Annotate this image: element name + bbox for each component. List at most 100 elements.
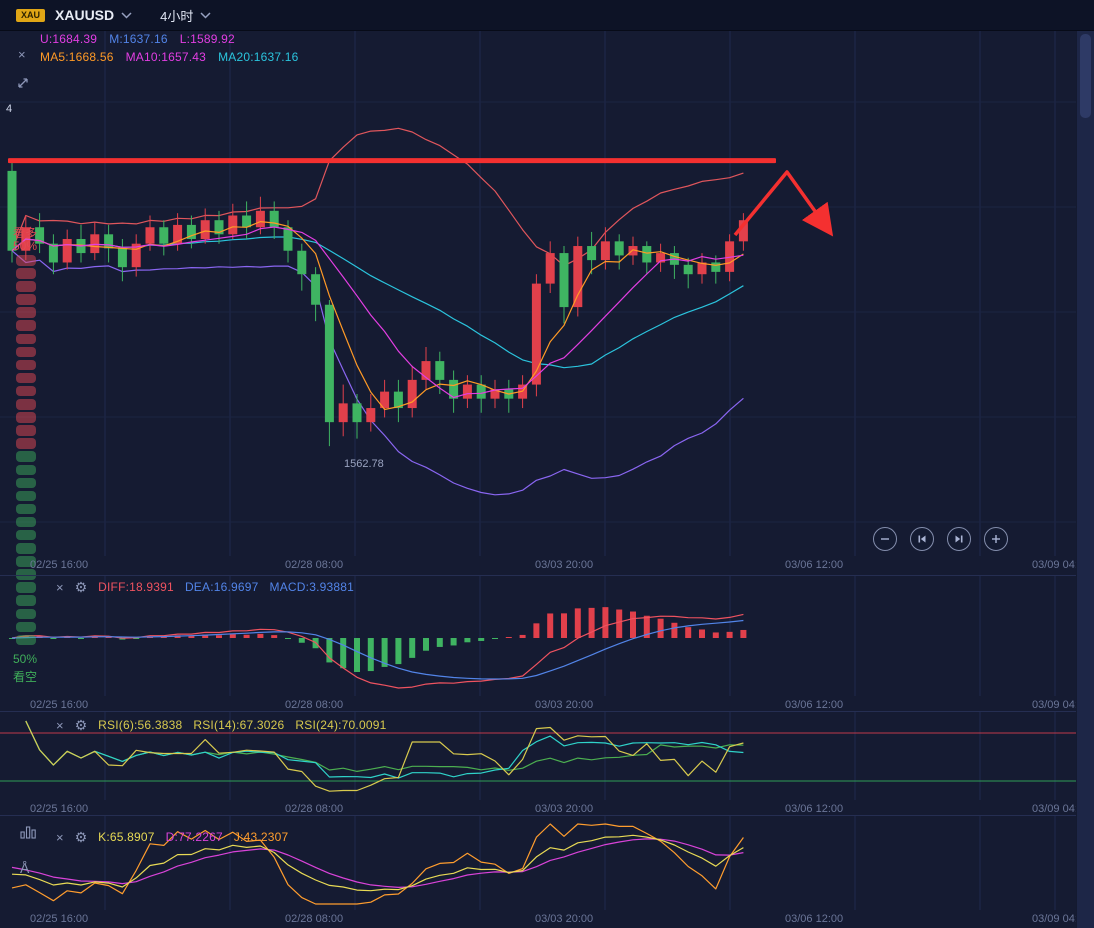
close-icon[interactable]: × [18,47,26,62]
macd-hist-value: MACD:3.93881 [269,580,354,594]
time-axis-macd: 02/25 16:00 02/28 08:00 03/03 20:00 03/06 1… [0,696,1094,712]
rsi-canvas[interactable] [0,712,1076,800]
gauge-bear-segment [16,503,36,515]
gear-icon[interactable]: ⚙ [74,579,88,595]
seek-start-button[interactable] [910,527,934,551]
sentiment-bear-label: 看空 [13,670,38,684]
boll-lower-value: L:1589.92 [179,32,235,46]
chart-style-icon[interactable] [20,824,37,845]
close-icon[interactable]: × [56,579,64,595]
time-label: 03/03 20:00 [535,559,594,571]
gauge-bull-segment [16,294,36,305]
time-label: 02/28 08:00 [285,913,344,925]
symbol-name: XAUUSD [55,7,115,23]
symbol-badge: XAU [16,8,46,22]
rsi6-value: RSI(6):56.3838 [98,718,183,732]
time-label: 03/09 04:00 [1032,559,1091,571]
drawing-count-label: 4 [6,103,13,115]
time-axis-main: 02/25 16:00 02/28 08:00 03/03 20:00 03/06 1… [0,556,1094,576]
interval-label: 4小时 [160,8,194,24]
ma20-value: MA20:1637.16 [218,50,299,64]
gauge-bull-segment [16,425,36,436]
expand-icon[interactable] [16,76,30,95]
time-label: 02/28 08:00 [285,559,344,571]
gauge-bull-segment [16,333,36,345]
gauge-bear-segment [16,608,36,620]
time-label: 03/09 04:00 [1032,913,1091,925]
gauge-bear-segment [16,477,36,489]
gauge-bull-segment [16,268,36,279]
gauge-bear-segment [16,543,36,554]
time-label: 02/25 16:00 [30,803,89,815]
gauge-bull-segment [16,399,36,410]
low-price-label: 1562.78 [344,458,384,470]
chart-nav-buttons [873,527,1008,551]
time-axis-kdj: 02/25 16:00 02/28 08:00 03/03 20:00 03/06 1… [0,910,1094,928]
gear-icon[interactable]: ⚙ [74,717,88,733]
gauge-bear-segment [16,451,36,462]
time-label: 02/28 08:00 [285,699,344,711]
gauge-bull-segment [16,255,36,266]
time-label: 02/28 08:00 [285,803,344,815]
macd-header: × ⚙ DIFF:18.9391 DEA:16.9697 MACD:3.9388… [56,580,354,594]
gauge-bull-segment [16,385,36,397]
gauge-bear-segment [16,582,36,593]
interval-selector[interactable]: 4小时 [132,6,211,25]
time-label: 02/25 16:00 [30,913,89,925]
rsi14-value: RSI(14):67.3026 [193,718,285,732]
zoom-out-button[interactable] [873,527,897,551]
kdj-j-value: J:43.2307 [233,830,289,844]
time-label: 03/09 04:00 [1032,699,1091,711]
time-label: 03/03 20:00 [535,803,594,815]
top-bar: XAU XAUUSD 4小时 [0,0,1094,31]
ma-values-row: MA5:1668.56 MA10:1657.43 MA20:1637.16 [40,50,299,64]
gauge-bull-segment [16,438,36,449]
time-label: 02/25 16:00 [30,559,89,571]
ma10-value: MA10:1657.43 [125,50,207,64]
kdj-k-value: K:65.8907 [98,830,155,844]
time-label: 03/03 20:00 [535,699,594,711]
gauge-bear-segment [16,569,36,580]
symbol-selector[interactable]: XAUUSD [45,6,132,24]
rsi24-value: RSI(24):70.0091 [295,718,387,732]
gauge-bull-segment [16,307,36,318]
close-icon[interactable]: × [56,717,64,733]
ma5-value: MA5:1668.56 [40,50,114,64]
measure-tool-icon[interactable]: Å [20,860,30,876]
right-scrollbar-track[interactable] [1076,30,1094,928]
time-label: 03/03 20:00 [535,913,594,925]
boll-upper-value: U:1684.39 [40,32,98,46]
kdj-header: × ⚙ K:65.8907 D:77.2267 J:43.2307 [56,830,288,844]
gauge-bull-segment [16,372,36,384]
chevron-down-icon [121,6,132,24]
macd-canvas[interactable] [0,576,1076,696]
gauge-bull-segment [16,320,36,331]
macd-diff-value: DIFF:18.9391 [98,580,174,594]
gauge-bear-segment [16,490,36,502]
main-chart-canvas[interactable] [0,30,1076,556]
gauge-bear-segment [16,556,36,567]
gauge-bear-segment [16,464,36,475]
sentiment-bear-percent: 50% [13,652,38,666]
time-label: 02/25 16:00 [30,699,89,711]
sentiment-gauge [16,255,36,648]
gauge-bull-segment [16,412,36,423]
scrollbar-thumb[interactable] [1080,34,1091,118]
kdj-canvas[interactable] [0,816,1076,910]
seek-end-button[interactable] [947,527,971,551]
gauge-bear-segment [16,529,36,541]
sentiment-bull-percent: 50% [13,239,38,253]
gear-icon[interactable]: ⚙ [74,829,88,845]
gauge-bull-segment [16,359,36,371]
time-label: 03/06 12:00 [785,913,844,925]
rsi-header: × ⚙ RSI(6):56.3838 RSI(14):67.3026 RSI(2… [56,718,386,732]
boll-values-row: U:1684.39 M:1637.16 L:1589.92 [40,32,235,46]
close-icon[interactable]: × [56,829,64,845]
time-axis-rsi: 02/25 16:00 02/28 08:00 03/03 20:00 03/06 1… [0,800,1094,816]
kdj-d-value: D:77.2267 [165,830,223,844]
zoom-in-button[interactable] [984,527,1008,551]
sentiment-bull-label: 看多 [13,226,38,240]
time-label: 03/06 12:00 [785,803,844,815]
time-label: 03/09 04:00 [1032,803,1091,815]
